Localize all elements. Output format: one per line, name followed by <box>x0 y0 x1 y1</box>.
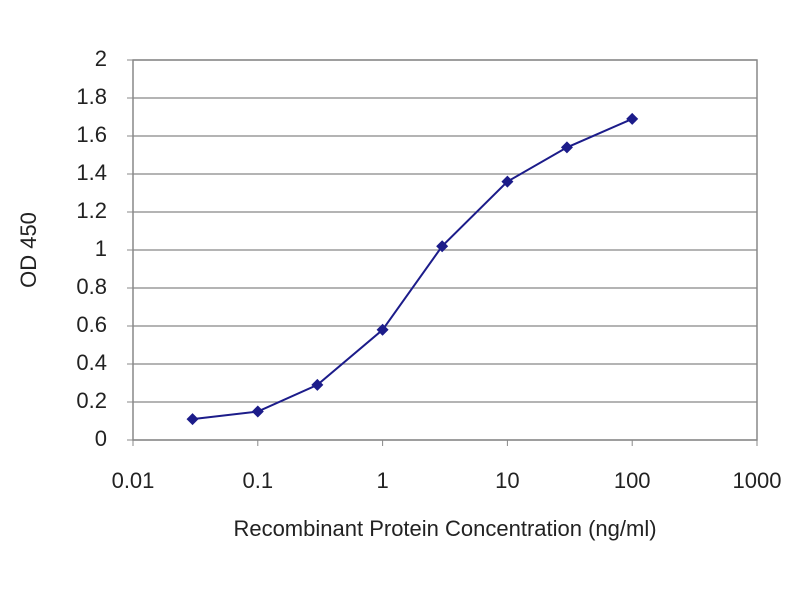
y-tick-label: 1.6 <box>76 122 107 147</box>
data-point <box>376 323 389 336</box>
x-tick-label: 1000 <box>733 468 782 493</box>
y-tick-label: 0 <box>95 426 107 451</box>
data-line <box>192 117 633 421</box>
y-tick-label: 1.2 <box>76 198 107 223</box>
data-point <box>186 413 199 426</box>
data-point <box>560 141 573 154</box>
data-point <box>311 378 324 391</box>
data-point <box>501 175 514 188</box>
x-tick-label: 1 <box>376 468 388 493</box>
y-tick-label: 2 <box>95 46 107 71</box>
y-tick-label: 1.4 <box>76 160 107 185</box>
data-point <box>436 240 449 253</box>
x-tick-label: 10 <box>495 468 519 493</box>
y-tick-label: 1 <box>95 236 107 261</box>
y-axis-label: OD 450 <box>16 212 41 288</box>
y-tick-label: 1.8 <box>76 84 107 109</box>
y-tick-label: 0.4 <box>76 350 107 375</box>
x-tick-label: 0.01 <box>112 468 155 493</box>
y-tick-label: 0.2 <box>76 388 107 413</box>
data-point <box>251 405 264 418</box>
y-tick-label: 0.8 <box>76 274 107 299</box>
data-point <box>626 112 639 125</box>
x-tick-label: 0.1 <box>243 468 274 493</box>
x-axis-label: Recombinant Protein Concentration (ng/ml… <box>233 516 656 541</box>
y-tick-label: 0.6 <box>76 312 107 337</box>
x-tick-label: 100 <box>614 468 651 493</box>
